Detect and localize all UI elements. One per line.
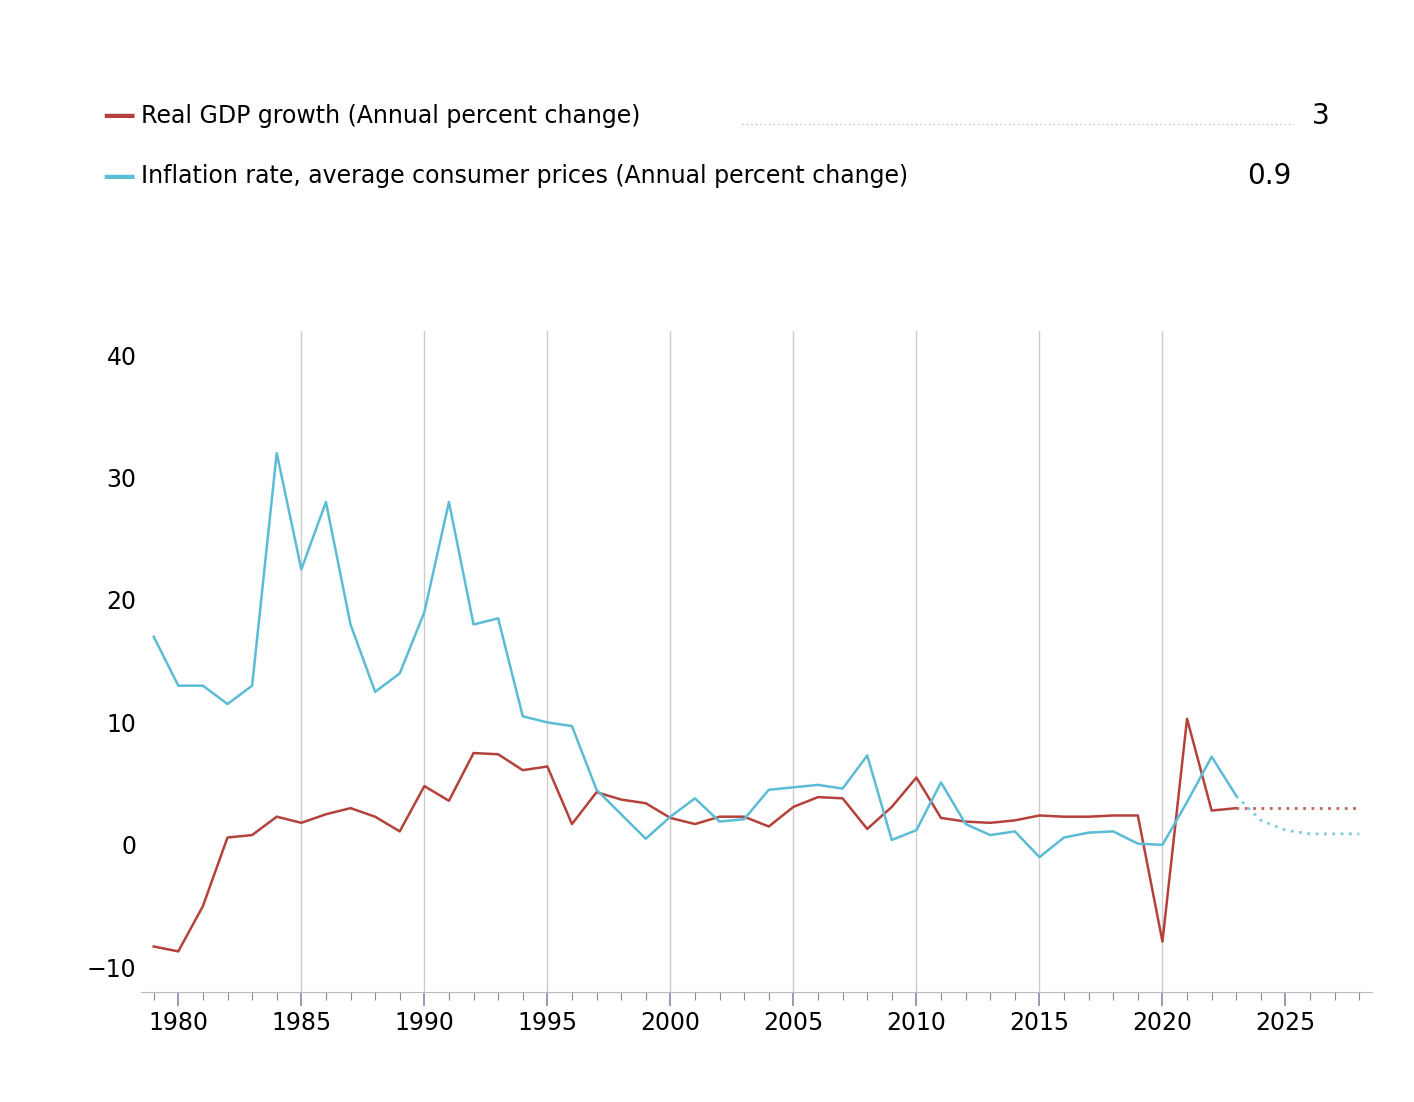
Text: 0.9: 0.9 [1247, 162, 1291, 191]
Text: —: — [102, 160, 136, 193]
Text: 3: 3 [1312, 101, 1331, 130]
Text: —: — [102, 99, 136, 132]
Text: Inflation rate, average consumer prices (Annual percent change): Inflation rate, average consumer prices … [141, 164, 909, 188]
Text: Real GDP growth (Annual percent change): Real GDP growth (Annual percent change) [141, 104, 641, 128]
